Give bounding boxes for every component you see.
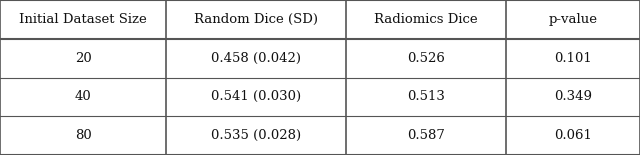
Text: 0.535 (0.028): 0.535 (0.028) bbox=[211, 129, 301, 142]
Text: 0.061: 0.061 bbox=[554, 129, 592, 142]
Bar bbox=[166, 78, 346, 116]
Text: 0.513: 0.513 bbox=[406, 90, 445, 103]
Text: 0.541 (0.030): 0.541 (0.030) bbox=[211, 90, 301, 103]
Bar bbox=[506, 116, 640, 155]
Bar bbox=[166, 0, 346, 39]
Bar bbox=[166, 39, 346, 78]
Bar bbox=[346, 0, 506, 39]
Bar bbox=[166, 116, 346, 155]
Text: 0.587: 0.587 bbox=[406, 129, 445, 142]
Text: Random Dice (SD): Random Dice (SD) bbox=[194, 13, 318, 26]
Bar bbox=[346, 116, 506, 155]
Bar bbox=[346, 78, 506, 116]
Text: p-value: p-value bbox=[548, 13, 597, 26]
Bar bbox=[506, 39, 640, 78]
Bar bbox=[0, 116, 166, 155]
Text: 20: 20 bbox=[75, 52, 92, 65]
Bar bbox=[506, 78, 640, 116]
Text: 0.101: 0.101 bbox=[554, 52, 591, 65]
Text: Radiomics Dice: Radiomics Dice bbox=[374, 13, 477, 26]
Text: 0.349: 0.349 bbox=[554, 90, 592, 103]
Text: 40: 40 bbox=[75, 90, 92, 103]
Text: 80: 80 bbox=[75, 129, 92, 142]
Bar bbox=[0, 78, 166, 116]
Text: 0.458 (0.042): 0.458 (0.042) bbox=[211, 52, 301, 65]
Text: 0.526: 0.526 bbox=[406, 52, 445, 65]
Text: Initial Dataset Size: Initial Dataset Size bbox=[19, 13, 147, 26]
Bar bbox=[0, 39, 166, 78]
Bar bbox=[346, 39, 506, 78]
Bar bbox=[506, 0, 640, 39]
Bar bbox=[0, 0, 166, 39]
